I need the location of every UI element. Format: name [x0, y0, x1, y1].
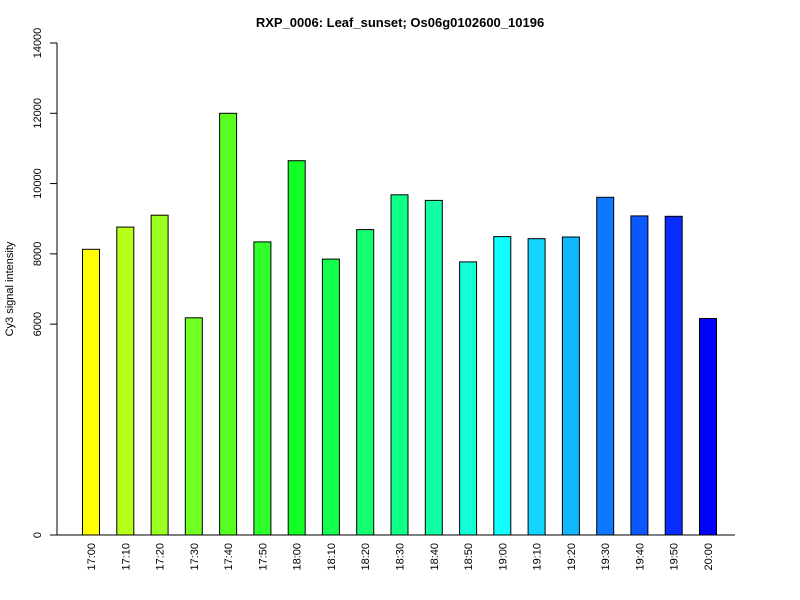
y-axis-label: Cy3 signal intensity	[4, 241, 16, 336]
y-tick-label: 8000	[32, 242, 44, 266]
x-tick-label: 18:50	[463, 543, 475, 571]
bar-1910	[527, 238, 546, 536]
x-tick-label: 18:10	[326, 543, 338, 571]
x-tick-label: 18:00	[292, 543, 304, 571]
bar-1920	[561, 236, 580, 536]
y-tick-label: 0	[32, 532, 44, 538]
bar-1740	[219, 112, 238, 536]
x-tick-label: 20:00	[703, 543, 715, 571]
bar-1800	[287, 160, 306, 536]
x-tick-label: 18:40	[429, 543, 441, 571]
bar-1830	[390, 194, 409, 536]
bar-1900	[493, 236, 512, 536]
x-tick-label: 19:00	[497, 543, 509, 571]
x-tick-label: 17:20	[155, 543, 167, 571]
x-tick-label: 17:50	[257, 543, 269, 571]
bar-1750	[253, 241, 272, 536]
bar-2000	[699, 318, 717, 536]
x-tick-label: 17:10	[120, 543, 132, 571]
bar-1730	[184, 317, 203, 536]
x-tick-label: 18:30	[395, 543, 407, 571]
x-tick-label: 17:00	[86, 543, 98, 571]
bar-1700	[82, 248, 100, 536]
bar-1720	[150, 214, 169, 536]
bar-1930	[596, 196, 615, 536]
x-tick-label: 19:20	[566, 543, 578, 571]
bar-1840	[424, 199, 443, 536]
y-tick-label: 6000	[32, 312, 44, 336]
bar-1940	[630, 215, 649, 536]
x-tick-label: 19:50	[669, 543, 681, 571]
x-tick-label: 17:30	[189, 543, 201, 571]
x-tick-label: 19:10	[532, 543, 544, 571]
y-tick-label: 10000	[32, 168, 44, 199]
x-tick-label: 18:20	[360, 543, 372, 571]
x-tick-label: 19:40	[634, 543, 646, 571]
y-axis-ticks: 0 6000 8000 10000 12000 14000	[32, 28, 57, 538]
y-tick-label: 12000	[32, 98, 44, 129]
bar-1950	[664, 215, 683, 536]
bars	[82, 112, 717, 536]
y-tick-label: 14000	[32, 28, 44, 59]
x-axis-tick-labels: 17:00 17:10 17:20 17:30 17:40 17:50 18:00 18:10…	[86, 543, 715, 571]
chart-title: RXP_0006: Leaf_sunset; Os06g0102600_1019…	[256, 15, 544, 30]
bar-1820	[356, 229, 375, 536]
x-tick-label: 17:40	[223, 543, 235, 571]
bar-1810	[321, 258, 340, 536]
x-tick-label: 19:30	[600, 543, 612, 571]
bar-1850	[459, 261, 478, 536]
bar-1710	[116, 226, 135, 536]
